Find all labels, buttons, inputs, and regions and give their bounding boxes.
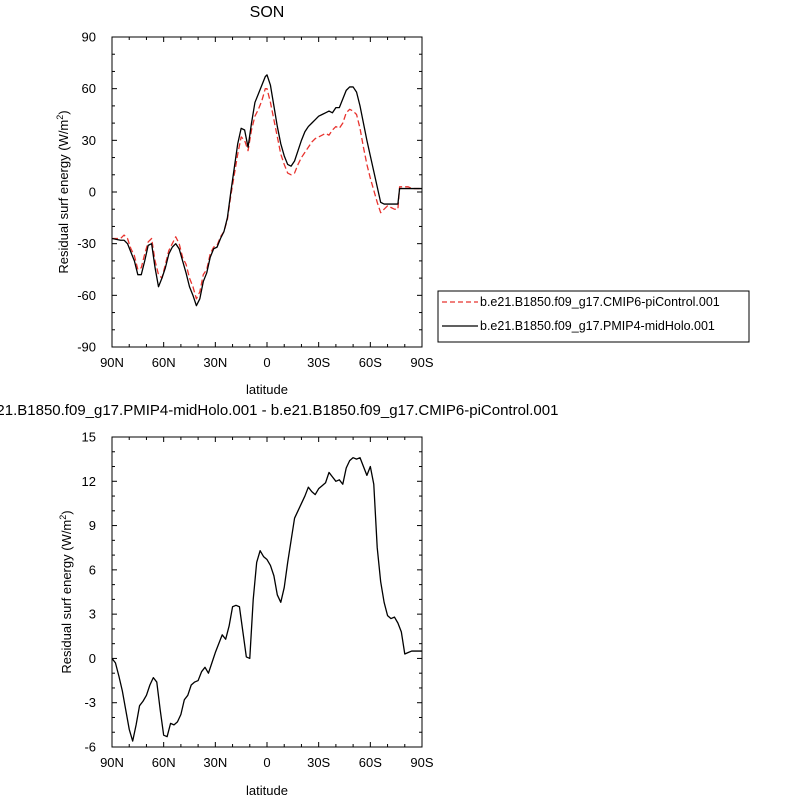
series-line-0 <box>111 457 422 742</box>
y-tick-label: -90 <box>77 340 96 355</box>
x-tick-label: 60N <box>152 355 176 370</box>
legend-label-midholo: b.e21.B1850.f09_g17.PMIP4-midHolo.001 <box>480 319 715 333</box>
y-tick-label: 6 <box>89 562 96 577</box>
chart-panel-bottom: b.e21.B1850.f09_g17.PMIP4-midHolo.001 - … <box>0 402 558 798</box>
x-tick-label: 90N <box>100 355 124 370</box>
y-axis-label: Residual surf energy (W/m2) <box>55 110 71 273</box>
y-tick-label: -6 <box>84 740 96 755</box>
legend-box <box>437 290 750 343</box>
y-tick-label: 9 <box>89 518 96 533</box>
x-tick-label: 30N <box>203 355 227 370</box>
y-tick-label: 60 <box>82 81 96 96</box>
x-tick-label: 60S <box>359 355 382 370</box>
x-tick-label: 90S <box>410 355 433 370</box>
x-tick-label: 60N <box>152 755 176 770</box>
chart-title: b.e21.B1850.f09_g17.PMIP4-midHolo.001 - … <box>0 402 558 419</box>
y-tick-label: -30 <box>77 236 96 251</box>
legend-label-picontrol: b.e21.B1850.f09_g17.CMIP6-piControl.001 <box>480 295 720 309</box>
x-tick-label: 60S <box>359 755 382 770</box>
x-tick-label: 90S <box>410 755 433 770</box>
y-axis-label: Residual surf energy (W/m2) <box>58 510 74 673</box>
y-tick-label: -3 <box>84 695 96 710</box>
series-line-0 <box>112 88 422 300</box>
x-tick-label: 30S <box>307 355 330 370</box>
series-line-1 <box>111 74 422 307</box>
axes: 90N 60N 30N 0 30S 60S 90S 15 12 9 6 3 0 -3 -6 <box>82 430 434 771</box>
y-tick-label: 0 <box>89 185 96 200</box>
y-tick-label: 0 <box>89 651 96 666</box>
x-tick-label: 30S <box>307 755 330 770</box>
plot-frame <box>111 36 423 348</box>
x-axis-label: latitude <box>246 382 288 397</box>
y-tick-label: -60 <box>77 288 96 303</box>
y-tick-label: 3 <box>89 607 96 622</box>
chart-title: SON <box>250 4 285 21</box>
legend: b.e21.B1850.f09_g17.CMIP6-piControl.001 … <box>437 290 750 343</box>
series-layer <box>111 457 422 742</box>
y-tick-label: 30 <box>82 133 96 148</box>
chart-panel-top: SON 90N 60N 30N 0 30S 60S 90S9060300-30-60-90 … <box>55 4 750 397</box>
y-tick-label: 15 <box>82 430 96 445</box>
series-layer <box>111 74 422 307</box>
x-tick-label: 30N <box>203 755 227 770</box>
axes: 90N 60N 30N 0 30S 60S 90S 90 60 30 0 -30 -60 -90 <box>77 30 434 371</box>
x-tick-label: 0 <box>263 355 270 370</box>
x-tick-label: 90N <box>100 755 124 770</box>
y-tick-label: 12 <box>82 474 96 489</box>
y-tick-label: 90 <box>82 30 96 45</box>
x-tick-label: 0 <box>263 755 270 770</box>
x-axis-label: latitude <box>246 783 288 798</box>
